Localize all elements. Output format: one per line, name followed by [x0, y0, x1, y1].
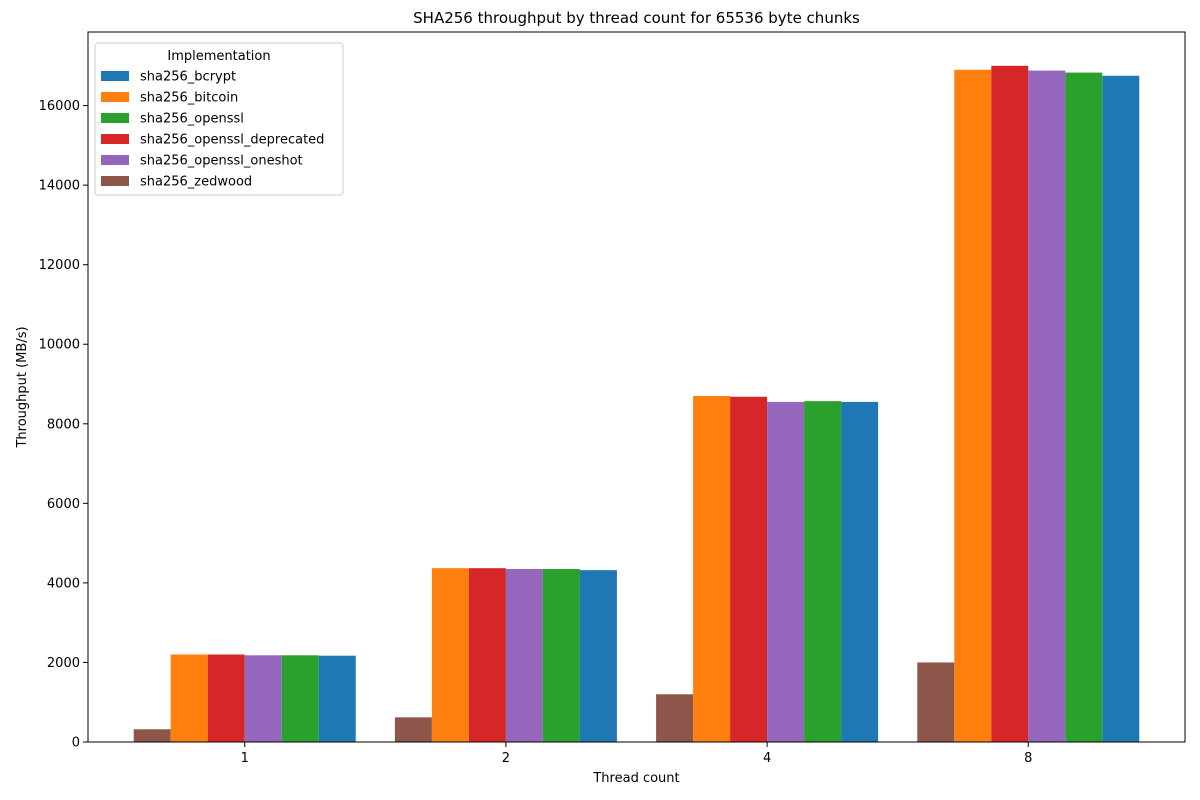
- y-tick-label: 12000: [39, 258, 80, 273]
- y-tick-label: 4000: [47, 576, 80, 591]
- y-tick-label: 8000: [47, 417, 80, 432]
- bar-sha256_openssl_deprecated-4: [730, 396, 768, 742]
- bars-group: [133, 65, 1140, 743]
- y-axis-label: Throughput (MB/s): [15, 326, 30, 448]
- legend-label-sha256_bitcoin: sha256_bitcoin: [140, 91, 238, 106]
- bar-sha256_openssl_oneshot-1: [244, 655, 282, 742]
- bar-sha256_zedwood-4: [656, 694, 694, 742]
- y-tick-label: 16000: [39, 99, 80, 114]
- y-tick-label: 0: [72, 736, 80, 751]
- legend-label-sha256_bcrypt: sha256_bcrypt: [140, 70, 236, 85]
- axes-frame: [87, 31, 1186, 743]
- y-tick-label: 10000: [39, 338, 80, 353]
- bar-sha256_bitcoin-2: [431, 568, 469, 742]
- legend-title: Implementation: [167, 49, 270, 64]
- bar-sha256_zedwood-8: [917, 662, 955, 742]
- bar-sha256_openssl_deprecated-2: [468, 568, 506, 742]
- bar-sha256_openssl-4: [804, 401, 842, 742]
- legend-swatch-sha256_bcrypt: [101, 71, 129, 81]
- y-tick-label: 6000: [47, 497, 80, 512]
- chart-title: SHA256 throughput by thread count for 65…: [413, 9, 860, 27]
- legend-swatch-sha256_bitcoin: [101, 92, 129, 102]
- legend-label-sha256_openssl: sha256_openssl: [140, 112, 244, 127]
- legend: Implementation sha256_bcrypt sha256_bitco…: [94, 42, 344, 196]
- bar-sha256_openssl_oneshot-4: [767, 401, 805, 742]
- bar-sha256_openssl-8: [1065, 72, 1103, 743]
- bar-sha256_bitcoin-4: [693, 395, 731, 742]
- x-tick-label: 4: [763, 751, 771, 766]
- bar-sha256_openssl-2: [542, 568, 580, 742]
- bar-sha256_openssl_deprecated-8: [991, 65, 1029, 743]
- legend-label-sha256_zedwood: sha256_zedwood: [140, 175, 252, 190]
- bar-sha256_zedwood-2: [394, 717, 432, 742]
- x-axis-label: Thread count: [592, 771, 679, 786]
- bar-sha256_openssl_oneshot-2: [505, 568, 543, 742]
- y-axis: 0 2000 4000 6000 8000 10000 12000 14000 16000: [39, 99, 88, 751]
- bar-sha256_bcrypt-1: [318, 655, 356, 742]
- bar-sha256_bitcoin-1: [170, 654, 208, 742]
- legend-swatch-sha256_openssl_deprecated: [101, 134, 129, 144]
- x-tick-label: 1: [241, 751, 249, 766]
- legend-swatch-sha256_openssl: [101, 113, 129, 123]
- bar-sha256_openssl_oneshot-8: [1028, 70, 1066, 742]
- x-axis: 1 2 4 8: [241, 742, 1032, 766]
- legend-swatch-sha256_zedwood: [101, 176, 129, 186]
- bar-sha256_bcrypt-8: [1102, 75, 1140, 743]
- y-tick-label: 2000: [47, 656, 80, 671]
- y-tick-label: 14000: [39, 179, 80, 194]
- x-tick-label: 8: [1024, 751, 1032, 766]
- bar-sha256_openssl_deprecated-1: [207, 654, 245, 742]
- legend-label-sha256_openssl_oneshot: sha256_openssl_oneshot: [140, 154, 303, 169]
- bar-sha256_bcrypt-4: [841, 401, 879, 742]
- legend-label-sha256_openssl_deprecated: sha256_openssl_deprecated: [140, 133, 324, 148]
- bar-sha256_bitcoin-8: [954, 69, 992, 743]
- bar-sha256_openssl-1: [281, 655, 319, 742]
- bar-sha256_bcrypt-2: [579, 570, 617, 742]
- bar-sha256_zedwood-1: [133, 729, 171, 742]
- legend-box: [94, 42, 344, 196]
- legend-swatch-sha256_openssl_oneshot: [101, 155, 129, 165]
- x-tick-label: 2: [502, 751, 510, 766]
